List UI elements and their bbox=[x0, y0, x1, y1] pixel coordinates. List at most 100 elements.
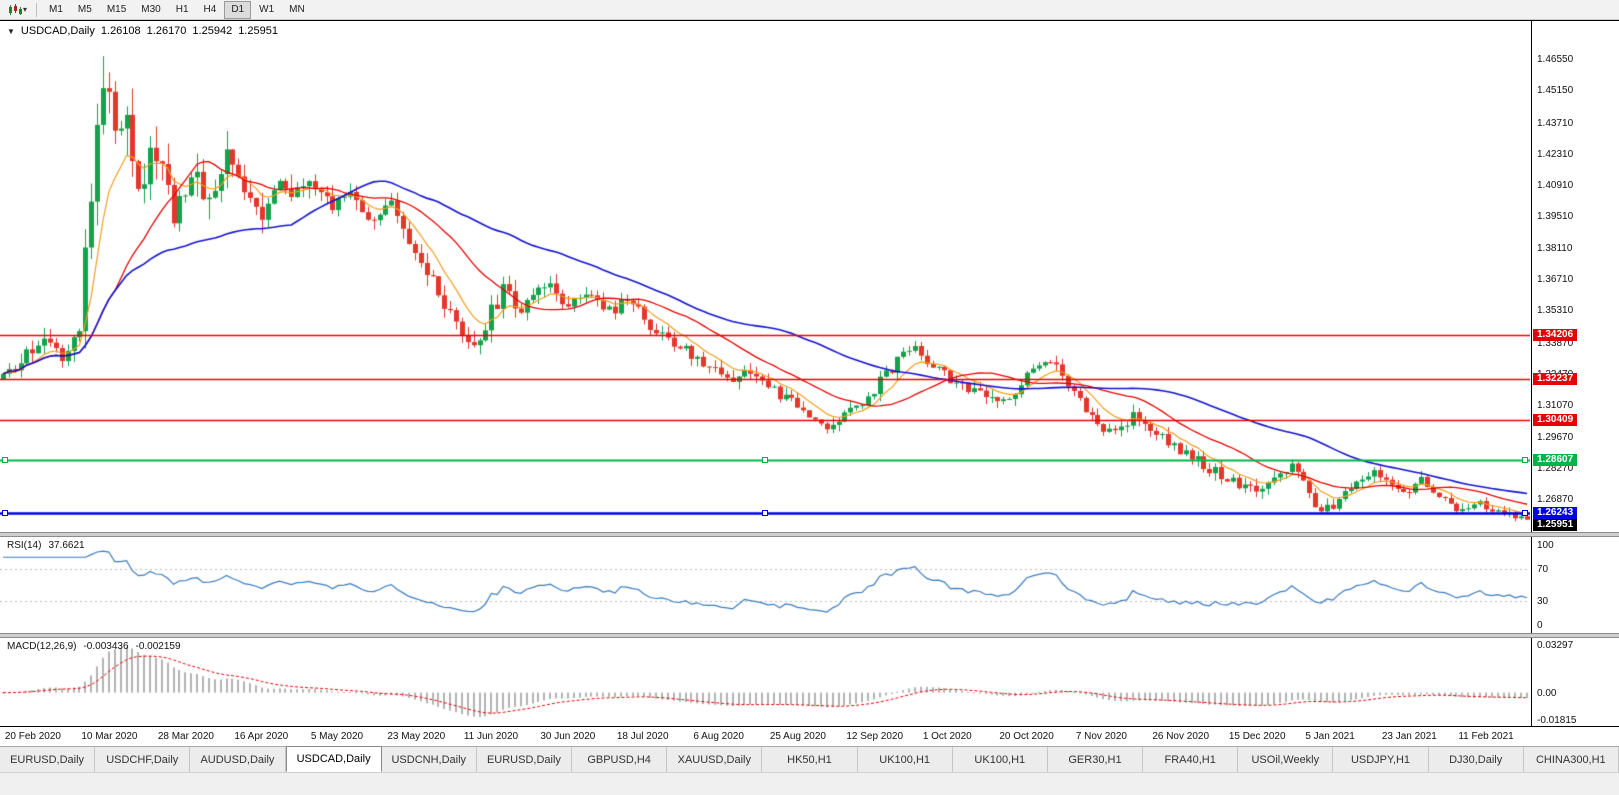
timeframe-button-d1[interactable]: D1 bbox=[224, 0, 252, 19]
date-axis-label: 15 Dec 2020 bbox=[1228, 731, 1286, 742]
timeframe-button-m30[interactable]: M30 bbox=[141, 3, 161, 15]
pane-splitter[interactable] bbox=[0, 633, 1619, 638]
rsi-name: RSI(14) bbox=[7, 540, 42, 551]
timeframe-button-h1[interactable]: H1 bbox=[175, 3, 189, 15]
timeframe-button-mn[interactable]: MN bbox=[289, 3, 305, 15]
ohlc-low: 1.25942 bbox=[192, 25, 233, 37]
chart-type-button[interactable]: ▾ bbox=[4, 2, 31, 18]
date-axis-label: 20 Feb 2020 bbox=[4, 731, 61, 742]
chart-symbol-label: USDCAD,Daily bbox=[20, 25, 95, 37]
price-tag: 1.28607 bbox=[1533, 454, 1578, 467]
date-axis-label: 5 Jan 2021 bbox=[1305, 731, 1355, 742]
ohlc-open: 1.26108 bbox=[100, 25, 141, 37]
date-axis-label: 5 May 2020 bbox=[310, 731, 364, 742]
toolbar-separator bbox=[36, 2, 38, 17]
date-axis-label: 11 Feb 2021 bbox=[1458, 731, 1514, 742]
chart-tab-fra40-h1[interactable]: FRA40,H1 bbox=[1143, 747, 1239, 772]
hline-handle[interactable] bbox=[1522, 510, 1528, 517]
price-axis-label: 1.33870 bbox=[1537, 337, 1574, 349]
macd-label: MACD(12,26,9) -0.003436 -0.002159 bbox=[7, 641, 181, 652]
date-axis-label: 11 Jun 2020 bbox=[463, 731, 519, 742]
macd-signal-value: -0.002159 bbox=[135, 641, 181, 652]
price-axis-label: 1.31070 bbox=[1537, 400, 1574, 412]
rsi-value: 37.6621 bbox=[48, 540, 85, 551]
chart-title: ▼ USDCAD,Daily 1.26108 1.26170 1.25942 1… bbox=[7, 25, 278, 37]
price-tag: 1.32237 bbox=[1533, 373, 1578, 386]
date-axis-label: 1 Oct 2020 bbox=[922, 731, 972, 742]
ohlc-high: 1.26170 bbox=[146, 25, 187, 37]
date-axis-label: 7 Nov 2020 bbox=[1075, 731, 1127, 742]
price-axis-label: 1.38110 bbox=[1537, 242, 1573, 254]
hline-handle[interactable] bbox=[762, 457, 768, 464]
hline-handle[interactable] bbox=[2, 510, 8, 517]
date-axis-label: 16 Apr 2020 bbox=[234, 731, 289, 742]
chart-tab-eurusd-daily[interactable]: EURUSD,Daily bbox=[476, 747, 573, 772]
date-axis-label: 18 Jul 2020 bbox=[616, 731, 669, 742]
timeframe-button-h4[interactable]: H4 bbox=[203, 3, 217, 15]
chart-tab-dj30-daily[interactable]: DJ30,Daily bbox=[1428, 747, 1524, 772]
date-axis-label: 30 Jun 2020 bbox=[540, 731, 596, 742]
chart-tab-uk100-h1[interactable]: UK100,H1 bbox=[952, 747, 1048, 772]
date-axis[interactable]: 20 Feb 2020 10 Mar 2020 28 Mar 2020 16 Apr … bbox=[0, 726, 1619, 746]
chart-tab-uk100-h1[interactable]: UK100,H1 bbox=[857, 747, 953, 772]
status-bar bbox=[0, 772, 1619, 795]
chevron-down-icon: ▾ bbox=[23, 4, 28, 14]
price-axis-label: 1.46550 bbox=[1537, 54, 1574, 66]
chart-window: ▼ USDCAD,Daily 1.26108 1.26170 1.25942 1… bbox=[0, 20, 1619, 746]
chart-tab-usdcad-daily[interactable]: USDCAD,Daily bbox=[285, 746, 382, 772]
date-axis-label: 10 Mar 2020 bbox=[81, 731, 138, 742]
macd-main-value: -0.003436 bbox=[83, 641, 129, 652]
macd-axis-label: 0.00 bbox=[1537, 687, 1557, 699]
rsi-label: RSI(14) 37.6621 bbox=[7, 540, 85, 551]
chart-tab-ger30-h1[interactable]: GER30,H1 bbox=[1047, 747, 1144, 772]
pane-splitter[interactable] bbox=[0, 532, 1619, 537]
price-axis-label: 1.36710 bbox=[1537, 274, 1574, 286]
chart-tab-audusd-daily[interactable]: AUDUSD,Daily bbox=[190, 747, 286, 772]
chart-tab-usoil-weekly[interactable]: USOil,Weekly bbox=[1238, 747, 1334, 772]
chart-tab-usdchf-daily[interactable]: USDCHF,Daily bbox=[95, 747, 191, 772]
price-axis[interactable]: 1.46550 1.45150 1.43710 1.42310 1.40910 1.395… bbox=[1531, 21, 1619, 532]
rsi-axis-label: 30 bbox=[1537, 596, 1549, 607]
price-axis-label: 1.28270 bbox=[1537, 462, 1574, 474]
hline-handle[interactable] bbox=[1522, 457, 1528, 464]
macd-axis-label: -0.01815 bbox=[1537, 715, 1577, 726]
collapse-icon[interactable]: ▼ bbox=[7, 27, 15, 36]
macd-canvas[interactable] bbox=[0, 638, 1530, 726]
timeframe-button-w1[interactable]: W1 bbox=[259, 3, 275, 15]
price-axis-label: 1.42310 bbox=[1537, 148, 1574, 160]
price-tag: 1.34206 bbox=[1533, 329, 1578, 342]
chart-tab-eurusd-daily[interactable]: EURUSD,Daily bbox=[0, 747, 96, 772]
hline-handle[interactable] bbox=[762, 510, 768, 517]
date-axis-label: 12 Sep 2020 bbox=[846, 731, 904, 742]
date-axis-label: 26 Nov 2020 bbox=[1152, 731, 1210, 742]
chart-tab-hk50-h1[interactable]: HK50,H1 bbox=[762, 747, 858, 772]
date-axis-label: 23 Jan 2021 bbox=[1381, 731, 1437, 742]
date-axis-label: 23 May 2020 bbox=[387, 731, 446, 742]
chart-tab-usdjpy-h1[interactable]: USDJPY,H1 bbox=[1333, 747, 1429, 772]
price-tag: 1.26243 bbox=[1533, 507, 1578, 520]
timeframe-buttons-group: M1 M5 M15 M30 H1 H4 D1 W1 MN bbox=[42, 0, 312, 19]
price-chart-canvas[interactable] bbox=[0, 21, 1530, 532]
rsi-axis-label: 100 bbox=[1537, 540, 1554, 551]
timeframe-button-m5[interactable]: M5 bbox=[77, 3, 92, 15]
rsi-canvas[interactable] bbox=[0, 537, 1530, 633]
timeframe-button-m15[interactable]: M15 bbox=[106, 3, 127, 15]
chart-tab-china300-h1[interactable]: CHINA300,H1 bbox=[1523, 747, 1619, 772]
macd-axis[interactable]: 0.03297 0.00 -0.01815 bbox=[1531, 638, 1619, 726]
price-axis-label: 1.43710 bbox=[1537, 117, 1574, 129]
chart-tab-gbpusd-h4[interactable]: GBPUSD,H4 bbox=[572, 747, 668, 772]
date-axis-label: 20 Oct 2020 bbox=[999, 731, 1054, 742]
timeframe-toolbar: ▾ M1 M5 M15 M30 H1 H4 D1 W1 MN bbox=[0, 0, 1619, 20]
rsi-axis-label: 70 bbox=[1537, 564, 1549, 575]
hline-handle[interactable] bbox=[2, 457, 8, 464]
date-axis-label: 25 Aug 2020 bbox=[769, 731, 826, 742]
chart-tab-usdcnh-daily[interactable]: USDCNH,Daily bbox=[381, 747, 477, 772]
rsi-axis[interactable]: 100 70 30 0 bbox=[1531, 537, 1619, 633]
rsi-pane: RSI(14) 37.6621 100 70 30 0 bbox=[0, 537, 1619, 633]
chart-tab-xauusd-daily[interactable]: XAUUSD,Daily bbox=[667, 747, 763, 772]
rsi-axis-label: 0 bbox=[1537, 620, 1543, 631]
price-axis-label: 1.39510 bbox=[1537, 211, 1574, 223]
price-pane: ▼ USDCAD,Daily 1.26108 1.26170 1.25942 1… bbox=[0, 21, 1619, 532]
timeframe-button-m1[interactable]: M1 bbox=[49, 3, 63, 15]
